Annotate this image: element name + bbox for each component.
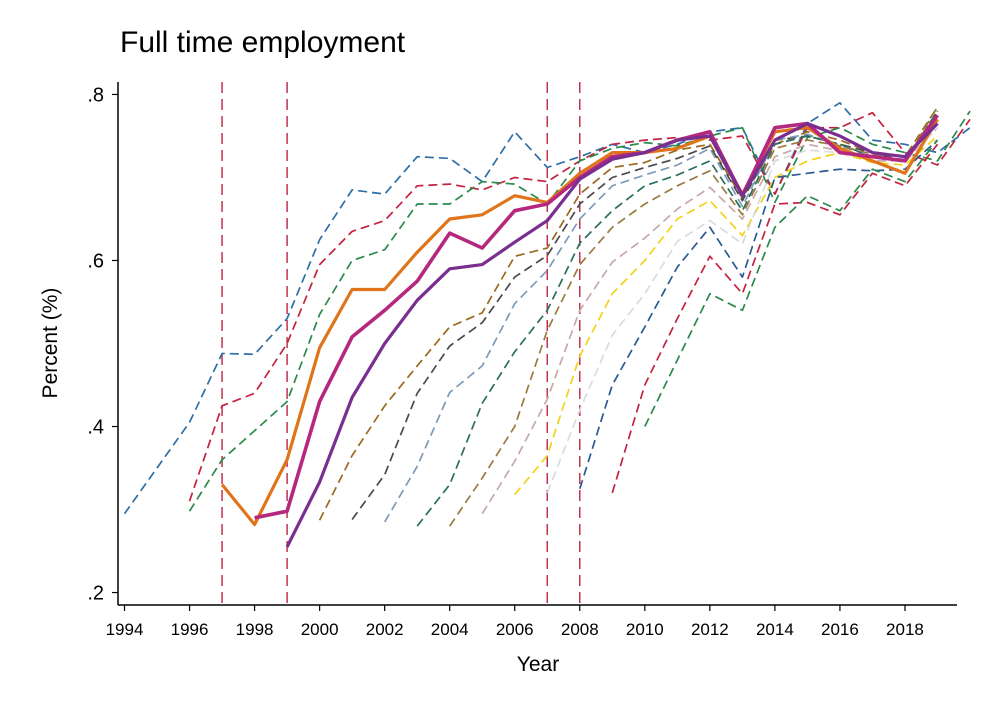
series-line-17 xyxy=(644,139,939,427)
series-line-1 xyxy=(123,101,971,515)
y-tick-label-.6: .6 xyxy=(87,250,104,272)
series-line-8 xyxy=(351,110,939,521)
plot-area xyxy=(123,82,971,605)
x-tick-label-2002: 2002 xyxy=(366,620,404,639)
series-line-5 xyxy=(254,114,939,520)
y-axis-label: Percent (%) xyxy=(39,288,62,399)
series-line-3 xyxy=(188,110,971,512)
x-axis-label: Year xyxy=(517,653,559,676)
series-line-7 xyxy=(318,106,939,521)
x-tick-label-2014: 2014 xyxy=(756,620,794,639)
series-line-6 xyxy=(285,121,939,548)
x-tick-label-1994: 1994 xyxy=(106,620,144,639)
x-tick-label-2000: 2000 xyxy=(301,620,339,639)
series-line-16 xyxy=(611,143,939,494)
series-line-13 xyxy=(514,135,939,496)
series-line-12 xyxy=(481,127,939,515)
series-line-10 xyxy=(416,110,939,527)
x-tick-label-1998: 1998 xyxy=(236,620,274,639)
x-tick-label-2008: 2008 xyxy=(561,620,599,639)
x-tick-label-2012: 2012 xyxy=(691,620,729,639)
y-tick-label-.2: .2 xyxy=(87,583,104,605)
x-tick-label-2006: 2006 xyxy=(496,620,534,639)
x-tick-label-1996: 1996 xyxy=(171,620,209,639)
series-line-11 xyxy=(448,106,939,527)
series-line-15 xyxy=(578,139,939,490)
y-tick-label-.4: .4 xyxy=(87,417,104,439)
y-tick-label-.8: .8 xyxy=(87,84,104,106)
x-tick-label-2016: 2016 xyxy=(821,620,859,639)
series-line-9 xyxy=(383,118,939,523)
x-tick-label-2004: 2004 xyxy=(431,620,469,639)
chart-title: Full time employment xyxy=(120,26,406,59)
x-tick-label-2010: 2010 xyxy=(626,620,664,639)
x-tick-label-2018: 2018 xyxy=(886,620,924,639)
